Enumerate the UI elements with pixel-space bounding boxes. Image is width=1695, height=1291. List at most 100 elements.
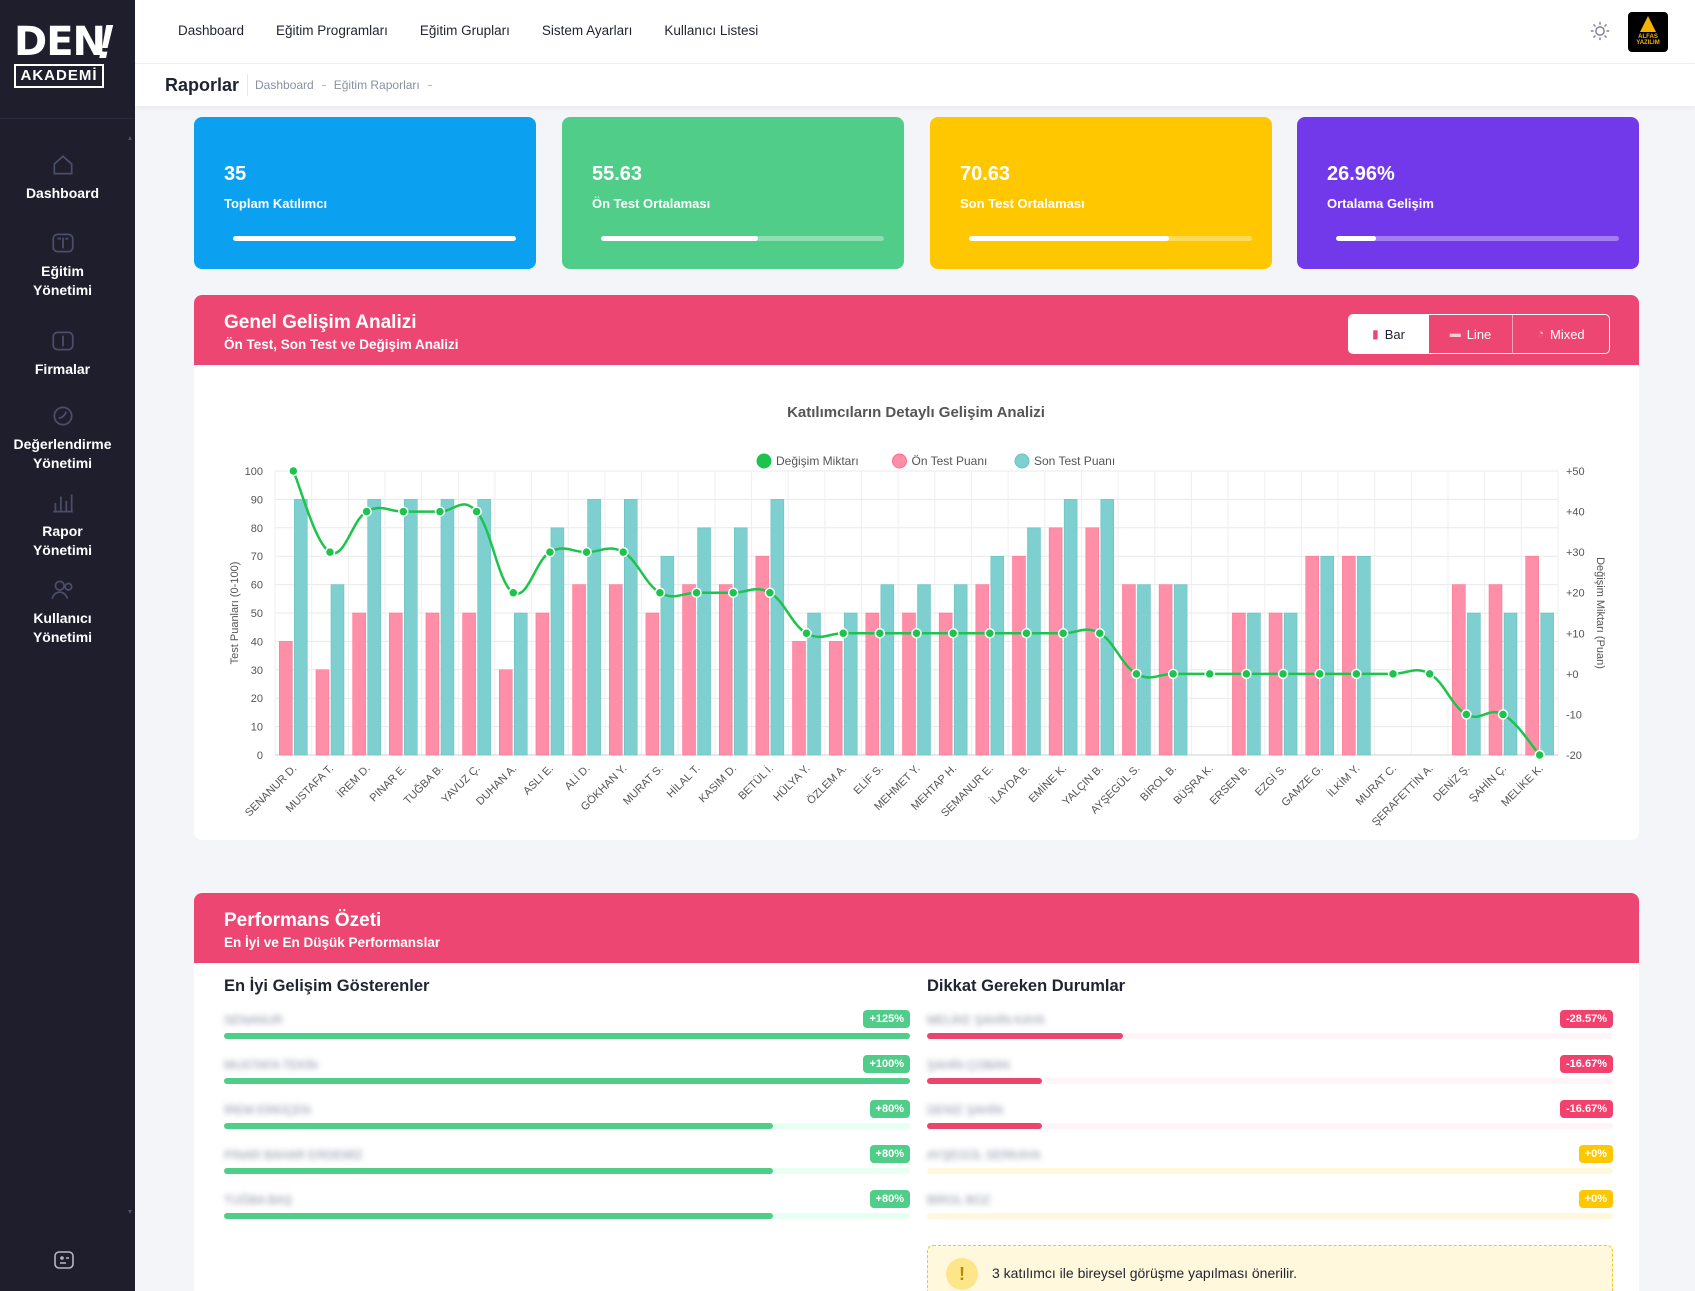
change-point bbox=[1057, 628, 1069, 639]
legend-label: Ön Test Puanı bbox=[912, 454, 988, 468]
breadcrumb-dashboard[interactable]: Dashboard bbox=[255, 78, 314, 92]
bar-on-test bbox=[608, 584, 623, 756]
sidebar-item-kullanici[interactable]: Kullanıcı Yönetimi bbox=[0, 577, 125, 647]
change-point bbox=[1351, 668, 1362, 680]
bar-son-test bbox=[514, 612, 528, 756]
topnav-egitim-gruplari[interactable]: Eğitim Grupları bbox=[419, 23, 510, 38]
progress-fill bbox=[224, 1213, 773, 1219]
progress-track bbox=[927, 1168, 1613, 1174]
bar-on-test bbox=[389, 612, 403, 756]
topnav-kullanici-listesi[interactable]: Kullanıcı Listesi bbox=[664, 23, 759, 38]
chart-title: Katılımcıların Detaylı Gelişim Analizi bbox=[787, 404, 1045, 421]
x-tick-label: İLKİM Y. bbox=[1325, 762, 1363, 800]
theme-toggle-icon[interactable] bbox=[1589, 20, 1611, 42]
attention-cases-list: MELİKE ŞAHİN KAYA -28.57% ŞAHİN ÇOBAN -16.6… bbox=[927, 1010, 1613, 1235]
y2-tick-label: -10 bbox=[1566, 709, 1582, 721]
y-tick-label: 30 bbox=[251, 665, 263, 677]
change-point bbox=[984, 628, 996, 639]
change-point bbox=[508, 587, 519, 598]
analysis-panel: Genel Gelişim Analizi Ön Test, Son Test … bbox=[194, 295, 1639, 840]
progress-fill bbox=[927, 1033, 1123, 1039]
change-badge: +80% bbox=[869, 1190, 910, 1208]
change-point bbox=[837, 628, 849, 639]
change-point bbox=[1204, 668, 1216, 680]
progress-fill bbox=[224, 1168, 773, 1174]
analysis-panel-subtitle: Ön Test, Son Test ve Değişim Analizi bbox=[224, 337, 459, 352]
change-badge: +80% bbox=[869, 1145, 910, 1163]
performance-panel-header: Performans Özeti En İyi ve En Düşük Perf… bbox=[194, 893, 1639, 963]
toggle-bar-button[interactable]: ▮ Bar bbox=[1349, 315, 1429, 353]
change-point bbox=[1497, 709, 1509, 720]
change-point bbox=[544, 546, 556, 558]
brand-badge-text: ALFAS YAZILIM bbox=[1636, 34, 1660, 46]
x-tick-label: ÖZLEM A. bbox=[805, 763, 849, 807]
progress-track bbox=[224, 1123, 910, 1129]
change-point bbox=[1131, 668, 1142, 680]
change-point bbox=[1387, 668, 1399, 680]
bar-on-test bbox=[718, 584, 733, 756]
recommendation-alert: ! 3 katılımcı ile bireysel görüşme yapıl… bbox=[927, 1245, 1613, 1291]
page-title: Raporlar bbox=[165, 75, 240, 95]
warning-icon: ! bbox=[946, 1258, 978, 1290]
change-badge: +0% bbox=[1578, 1145, 1613, 1163]
progress-track bbox=[927, 1033, 1613, 1039]
toggle-mixed-button[interactable]: ◔ Mixed bbox=[1513, 315, 1609, 353]
logo[interactable]: DEN ! AKADEMİ bbox=[14, 16, 122, 96]
development-chart: Katılımcıların Detaylı Gelişim Analizi De… bbox=[229, 404, 1606, 829]
legend-label: Değişim Miktarı bbox=[776, 454, 859, 468]
sidebar-item-degerlendirme[interactable]: Değerlendirme Yönetimi bbox=[0, 403, 125, 473]
performance-panel-subtitle: En İyi ve En Düşük Performanslar bbox=[224, 935, 441, 950]
sidebar-item-firmalar[interactable]: Firmalar bbox=[0, 328, 125, 379]
sidebar-item-rapor[interactable]: Rapor Yönetimi bbox=[0, 490, 125, 560]
bar-son-test bbox=[770, 499, 785, 756]
sidebar-item-label: Kullanıcı Yönetimi bbox=[32, 610, 93, 645]
stat-card-gelisim: 26.96% Ortalama Gelişim bbox=[1297, 117, 1639, 269]
bar-son-test bbox=[843, 612, 858, 756]
bar-on-test bbox=[1268, 612, 1283, 756]
bar-on-test bbox=[1525, 555, 1539, 756]
stat-card-on-test: 55.63 Ön Test Ortalaması bbox=[562, 117, 904, 269]
x-tick-label: DENİZ Ş. bbox=[1430, 762, 1472, 804]
bar-son-test bbox=[1320, 555, 1334, 756]
change-point bbox=[801, 628, 812, 639]
y2-axis-label: Değişim Miktarı (Puan) bbox=[1594, 557, 1606, 669]
user-avatar[interactable]: ALFAS YAZILIM bbox=[1628, 12, 1668, 52]
toggle-label: Line bbox=[1466, 326, 1492, 342]
sidebar-item-label: Firmalar bbox=[34, 361, 91, 377]
change-point bbox=[617, 546, 629, 558]
change-point bbox=[398, 506, 409, 517]
bar-son-test bbox=[1467, 612, 1481, 756]
change-point bbox=[1277, 668, 1289, 680]
stat-label: Ön Test Ortalaması bbox=[592, 196, 711, 211]
sidebar-item-egitim[interactable]: Eğitim Yönetimi bbox=[0, 230, 125, 300]
legend-marker bbox=[1014, 453, 1030, 469]
toggle-line-button[interactable]: ▬ Line bbox=[1429, 315, 1513, 353]
bar-on-test bbox=[1085, 527, 1100, 756]
participant-name: MUSTAFA TEKİN bbox=[224, 1058, 318, 1072]
performance-row: PINAR BAHAR ERDEMİZ +80% bbox=[224, 1145, 910, 1190]
user-settings-icon[interactable] bbox=[52, 1248, 76, 1272]
best-performers: En İyi Gelişim Gösterenler SENANUR +125% M… bbox=[224, 977, 910, 1235]
bar-on-test bbox=[1488, 584, 1503, 756]
bar-son-test bbox=[697, 527, 711, 756]
participant-name: PINAR BAHAR ERDEMİZ bbox=[224, 1148, 363, 1162]
progress-track bbox=[224, 1033, 910, 1039]
topnav-egitim-programlari[interactable]: Eğitim Programları bbox=[276, 23, 388, 38]
bar-on-test bbox=[1305, 555, 1319, 756]
logo-text-bottom: AKADEMİ bbox=[14, 64, 104, 88]
x-tick-label: ELİF S. bbox=[851, 762, 886, 797]
performance-row: MUSTAFA TEKİN +100% bbox=[224, 1055, 910, 1100]
sidebar-item-dashboard[interactable]: Dashboard bbox=[0, 152, 125, 203]
change-point bbox=[727, 587, 739, 598]
performance-row: TUĞBA BAŞ +80% bbox=[224, 1190, 910, 1235]
topnav-sistem-ayarlari[interactable]: Sistem Ayarları bbox=[541, 23, 633, 38]
change-line bbox=[292, 470, 1541, 756]
topnav-dashboard[interactable]: Dashboard bbox=[178, 23, 245, 38]
x-tick-label: İREM D. bbox=[334, 762, 373, 801]
bar-son-test bbox=[1100, 499, 1115, 756]
attention-cases-title: Dikkat Gereken Durumlar bbox=[927, 977, 1126, 995]
sidebar-scrollbar[interactable] bbox=[125, 130, 135, 1220]
bar-son-test bbox=[953, 584, 968, 756]
breadcrumb-egitim-raporlari[interactable]: Eğitim Raporları bbox=[333, 78, 420, 92]
y-tick-label: 60 bbox=[251, 580, 263, 592]
